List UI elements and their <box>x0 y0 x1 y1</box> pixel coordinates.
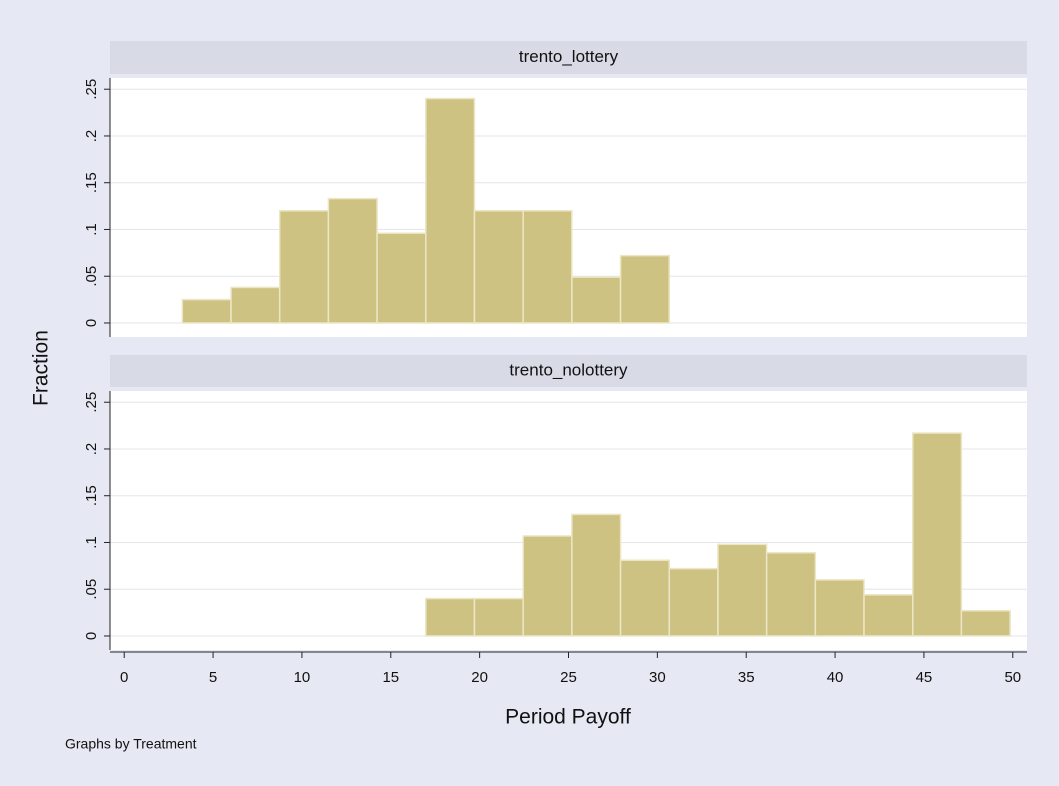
y-tick-label: .2 <box>83 443 100 456</box>
y-tick-label: .1 <box>83 223 100 236</box>
bar <box>863 594 914 637</box>
y-tick-label: 0 <box>83 319 100 327</box>
y-tick-label: .25 <box>83 392 100 413</box>
bar <box>619 254 671 324</box>
bar <box>522 535 573 637</box>
y-tick-label: .15 <box>83 485 100 506</box>
note: Graphs by Treatment <box>65 736 197 752</box>
x-tick-label: 30 <box>649 669 666 686</box>
bar <box>814 579 865 637</box>
x-tick-label: 0 <box>120 669 128 686</box>
x-tick-label: 10 <box>294 669 311 686</box>
y-tick-label: .2 <box>83 130 100 143</box>
bar <box>765 552 817 637</box>
bar <box>717 543 768 637</box>
y-tick-label: .05 <box>83 266 100 287</box>
y-tick-label: .1 <box>83 536 100 549</box>
panel-header <box>110 355 1027 387</box>
panel-title: trento_nolottery <box>509 360 628 379</box>
bar <box>278 210 330 324</box>
bar <box>181 298 232 324</box>
x-tick-label: 15 <box>382 669 399 686</box>
x-tick-label: 5 <box>209 669 217 686</box>
y-tick-label: 0 <box>83 632 100 640</box>
x-tick-label: 25 <box>560 669 577 686</box>
bar <box>473 210 524 324</box>
x-tick-label: 50 <box>1004 669 1021 686</box>
bar <box>911 432 963 637</box>
y-tick-label: .15 <box>83 172 100 193</box>
x-tick-label: 35 <box>738 669 755 686</box>
y-axis-label: Fraction <box>30 330 53 406</box>
panel-title: trento_lottery <box>519 47 619 66</box>
x-tick-label: 20 <box>471 669 488 686</box>
y-tick-label: .05 <box>83 579 100 600</box>
x-tick-label: 45 <box>916 669 933 686</box>
x-tick-label: 40 <box>827 669 844 686</box>
bar <box>327 197 378 324</box>
panel-header <box>110 41 1027 74</box>
bar <box>425 597 476 637</box>
bar <box>668 567 719 637</box>
x-axis-label: Period Payoff <box>505 706 631 729</box>
bar <box>571 276 622 324</box>
y-tick-label: .25 <box>83 79 100 100</box>
bar <box>473 597 524 637</box>
bar <box>619 559 671 637</box>
bar <box>960 609 1011 637</box>
bar <box>230 286 281 324</box>
bar <box>522 210 573 324</box>
bar <box>425 97 476 324</box>
bar <box>376 232 427 324</box>
bar <box>571 513 622 637</box>
